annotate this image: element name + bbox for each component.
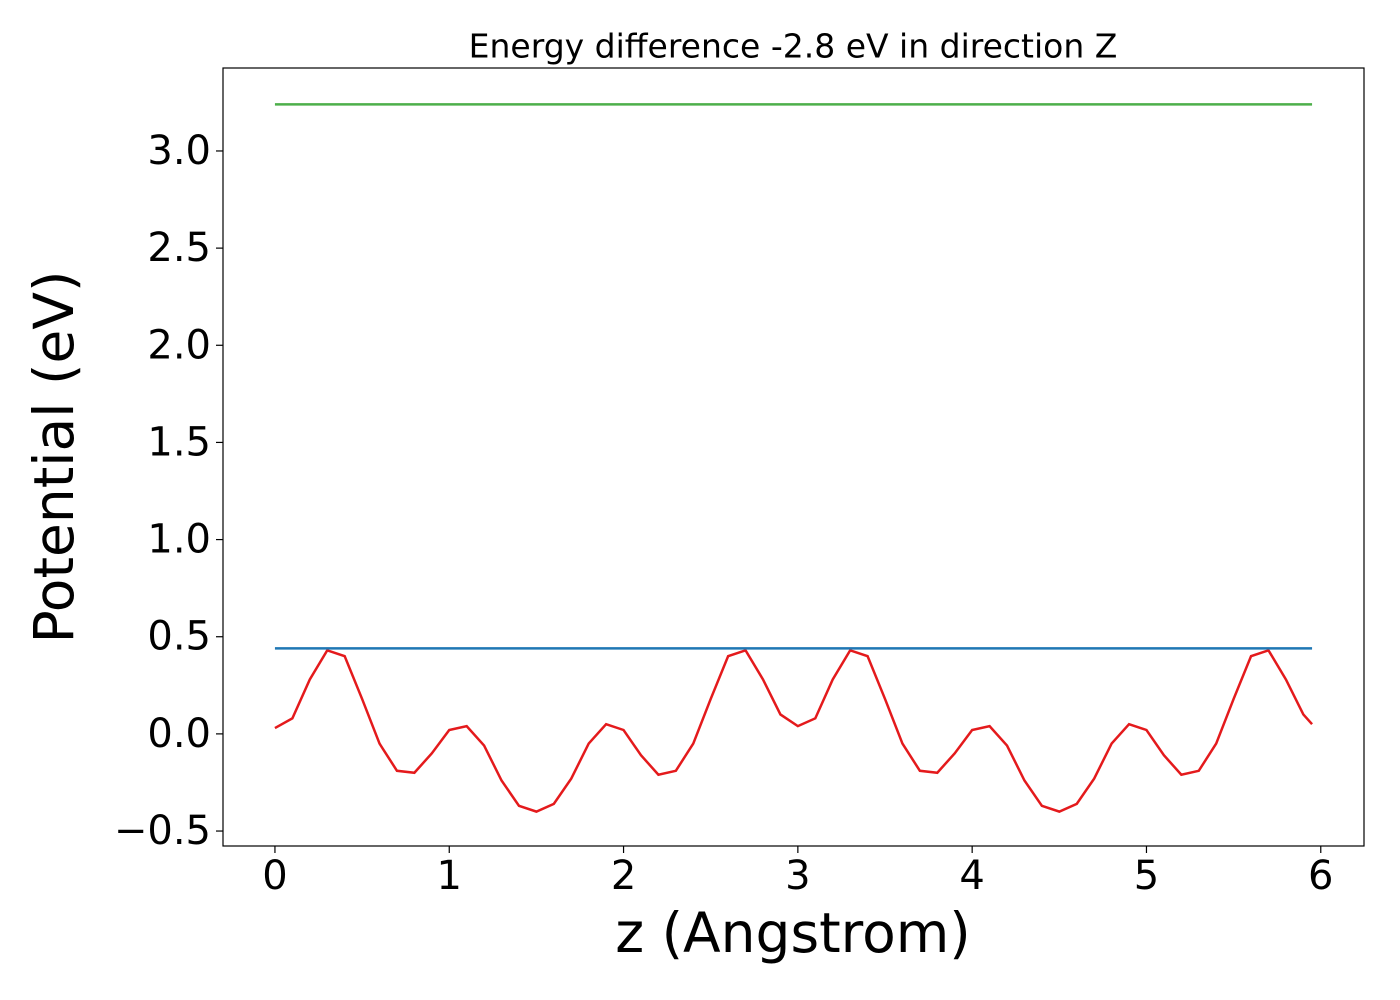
y-tick-label: 1.5 bbox=[147, 419, 211, 465]
x-tick-label: 6 bbox=[1308, 853, 1333, 899]
x-tick-label: 3 bbox=[785, 853, 810, 899]
y-tick-label: 2.0 bbox=[147, 322, 211, 368]
x-tick-label: 2 bbox=[611, 853, 636, 899]
x-tick-label: 1 bbox=[437, 853, 462, 899]
x-tick-label: 5 bbox=[1134, 853, 1159, 899]
y-tick-label: 0.5 bbox=[147, 614, 211, 660]
y-tick-label: 1.0 bbox=[147, 517, 211, 563]
y-axis-label: Potential (eV) bbox=[22, 271, 86, 644]
x-tick-label: 4 bbox=[959, 853, 984, 899]
y-tick-label: 2.5 bbox=[147, 225, 211, 271]
y-tick-label: 3.0 bbox=[147, 128, 211, 174]
y-tick-label: 0.0 bbox=[147, 711, 211, 757]
series-line bbox=[274, 648, 1313, 813]
y-tick-label: −0.5 bbox=[114, 808, 211, 854]
x-axis-label: z (Angstrom) bbox=[615, 901, 971, 965]
chart-title: Energy difference -2.8 eV in direction Z bbox=[469, 27, 1118, 66]
plot-frame bbox=[222, 67, 1365, 847]
x-tick-label: 0 bbox=[262, 853, 287, 899]
